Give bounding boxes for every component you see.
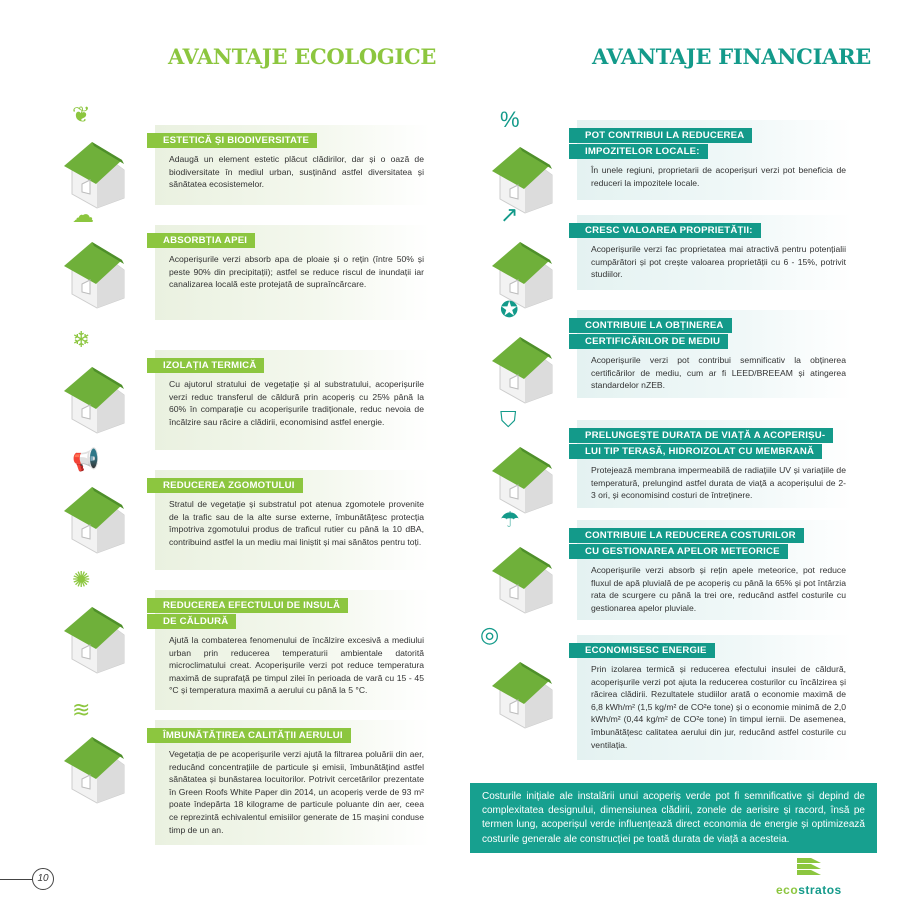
benefit-title: POT CONTRIBUI LA REDUCEREA IMPOZITELOR LO… (569, 120, 852, 160)
benefit-title-line: PRELUNGEȘTE DURATA DE VIAȚĂ A ACOPERIȘU- (569, 428, 834, 443)
rain-cloud-icon: ☁ (72, 202, 94, 227)
benefit-title-line: IMPOZITELOR LOCALE: (569, 144, 708, 159)
house-illustration: ✪ (480, 297, 570, 410)
benefit-text: Cu ajutorul stratului de vegetație și al… (169, 379, 424, 427)
certificate-badge-icon: ✪ (500, 297, 519, 322)
coins-icon: ◎ (480, 622, 500, 647)
benefit-title-line: ÎMBUNĂTĂȚIREA CALITĂȚII AERULUI (147, 728, 351, 743)
house-illustration: ≋ (52, 697, 142, 810)
benefit-card: REDUCEREA EFECTULUI DE INSULĂ DE CĂLDURĂ A… (147, 590, 430, 710)
house-illustration: ⛉ (480, 407, 570, 520)
benefit-title: ÎMBUNĂTĂȚIREA CALITĂȚII AERULUI (147, 720, 430, 744)
benefit-card: IZOLAȚIA TERMICĂ Cu ajutorul stratului de… (147, 350, 430, 450)
benefit-text: În unele regiuni, proprietarii de acoper… (591, 165, 846, 188)
benefit-text: Acoperișurile verzi pot contribui semnif… (591, 355, 846, 391)
benefit-title-line: CONTRIBUIE LA REDUCEREA COSTURILOR (569, 528, 804, 543)
benefit-title-line: ABSORBȚIA APEI (147, 233, 256, 248)
benefit-title-line: IZOLAȚIA TERMICĂ (147, 358, 265, 373)
house-illustration: ❦ (52, 102, 142, 215)
heading-ecological: AVANTAJE ECOLOGICE (168, 44, 437, 69)
logo-stripes-icon (796, 858, 821, 875)
loudspeaker-icon: 📢 (72, 447, 100, 472)
benefit-text: Vegetația de pe acoperișurile verzi ajut… (169, 749, 424, 835)
benefit-text: Stratul de vegetație și substratul pot a… (169, 499, 424, 547)
benefit-text: Acoperișurile verzi absorb și rețin apel… (591, 565, 846, 613)
benefit-title-line: ESTETICĂ ȘI BIODIVERSITATE (147, 133, 318, 148)
benefit-card: ABSORBȚIA APEI Acoperișurile verzi absorb… (147, 225, 430, 320)
house-illustration: 📢 (52, 447, 142, 560)
benefit-title-line: POT CONTRIBUI LA REDUCEREA (569, 128, 753, 143)
rain-gutter-icon: ☂ (500, 507, 520, 532)
benefit-title-line: CERTIFICĂRILOR DE MEDIU (569, 334, 729, 349)
benefit-title: PRELUNGEȘTE DURATA DE VIAȚĂ A ACOPERIȘU-… (569, 420, 852, 460)
house-illustration: ☂ (480, 507, 570, 620)
benefit-card: REDUCEREA ZGOMOTULUI Stratul de vegetație… (147, 470, 430, 570)
benefit-title: REDUCEREA ZGOMOTULUI (147, 470, 430, 494)
benefit-text: Acoperișurile verzi fac proprietatea mai… (591, 244, 846, 280)
benefit-title: IZOLAȚIA TERMICĂ (147, 350, 430, 374)
page-number: 10 (32, 868, 54, 890)
benefit-card: CRESC VALOAREA PROPRIETĂȚII: Acoperișuril… (569, 215, 852, 290)
sun-icon: ✺ (72, 567, 91, 592)
benefit-title-line: DE CĂLDURĂ (147, 614, 237, 629)
benefit-title: REDUCEREA EFECTULUI DE INSULĂ DE CĂLDURĂ (147, 590, 430, 630)
house-illustration: % (480, 107, 570, 220)
house-illustration: ✺ (52, 567, 142, 680)
house-illustration: ❄ (52, 327, 142, 440)
ecostratos-logo: ecostratos (776, 856, 842, 897)
benefit-title-line: ECONOMISESC ENERGIE (569, 643, 715, 658)
leaf-icon: ❦ (72, 102, 91, 127)
benefit-title-line: CONTRIBUIE LA OBȚINEREA (569, 318, 732, 333)
benefit-card: CONTRIBUIE LA OBȚINEREA CERTIFICĂRILOR DE… (569, 310, 852, 398)
shield-clock-icon: ⛉ (500, 407, 517, 432)
house-illustration: ↗ (480, 202, 570, 315)
percent-icon: % (500, 107, 520, 132)
benefit-card: POT CONTRIBUI LA REDUCEREA IMPOZITELOR LO… (569, 120, 852, 200)
benefit-card: ESTETICĂ ȘI BIODIVERSITATE Adaugă un elem… (147, 125, 430, 205)
benefit-title-line: CRESC VALOAREA PROPRIETĂȚII: (569, 223, 761, 238)
benefit-text: Ajută la combaterea fenomenului de încăl… (169, 635, 424, 696)
benefit-title-line: REDUCEREA ZGOMOTULUI (147, 478, 303, 493)
house-illustration: ☁ (52, 202, 142, 315)
page-line (0, 879, 32, 880)
benefit-text: Protejează membrana impermeabilă de radi… (591, 465, 846, 501)
benefit-text: Prin izolarea termică și reducerea efect… (591, 664, 846, 750)
benefit-title: ESTETICĂ ȘI BIODIVERSITATE (147, 125, 430, 149)
summary-box: Costurile inițiale ale instalării unui a… (470, 783, 877, 853)
benefit-title: CONTRIBUIE LA REDUCEREA COSTURILOR CU GES… (569, 520, 852, 560)
benefit-text: Adaugă un element estetic plăcut clădiri… (169, 154, 424, 190)
benefit-text: Acoperișurile verzi absorb apa de ploaie… (169, 254, 424, 290)
growth-arrow-icon: ↗ (500, 202, 519, 227)
benefit-title: CRESC VALOAREA PROPRIETĂȚII: (569, 215, 852, 239)
benefit-title-line: REDUCEREA EFECTULUI DE INSULĂ (147, 598, 349, 613)
benefit-card: ECONOMISESC ENERGIE Prin izolarea termică… (569, 635, 852, 760)
benefit-title: ECONOMISESC ENERGIE (569, 635, 852, 659)
benefit-title-line: CU GESTIONAREA APELOR METEORICE (569, 544, 788, 559)
benefit-title: ABSORBȚIA APEI (147, 225, 430, 249)
snow-cloud-heat-icon: ❄ (72, 327, 91, 352)
house-illustration: ◎ (480, 622, 570, 735)
benefit-title-line: LUI TIP TERASĂ, HIDROIZOLAT CU MEMBRANĂ (569, 444, 823, 459)
benefit-card: CONTRIBUIE LA REDUCEREA COSTURILOR CU GES… (569, 520, 852, 621)
heading-financial: AVANTAJE FINANCIARE (592, 44, 871, 69)
benefit-card: ÎMBUNĂTĂȚIREA CALITĂȚII AERULUI Vegetația… (147, 720, 430, 845)
benefit-card: PRELUNGEȘTE DURATA DE VIAȚĂ A ACOPERIȘU-… (569, 420, 852, 508)
air-waves-icon: ≋ (72, 697, 91, 722)
benefit-title: CONTRIBUIE LA OBȚINEREA CERTIFICĂRILOR DE… (569, 310, 852, 350)
